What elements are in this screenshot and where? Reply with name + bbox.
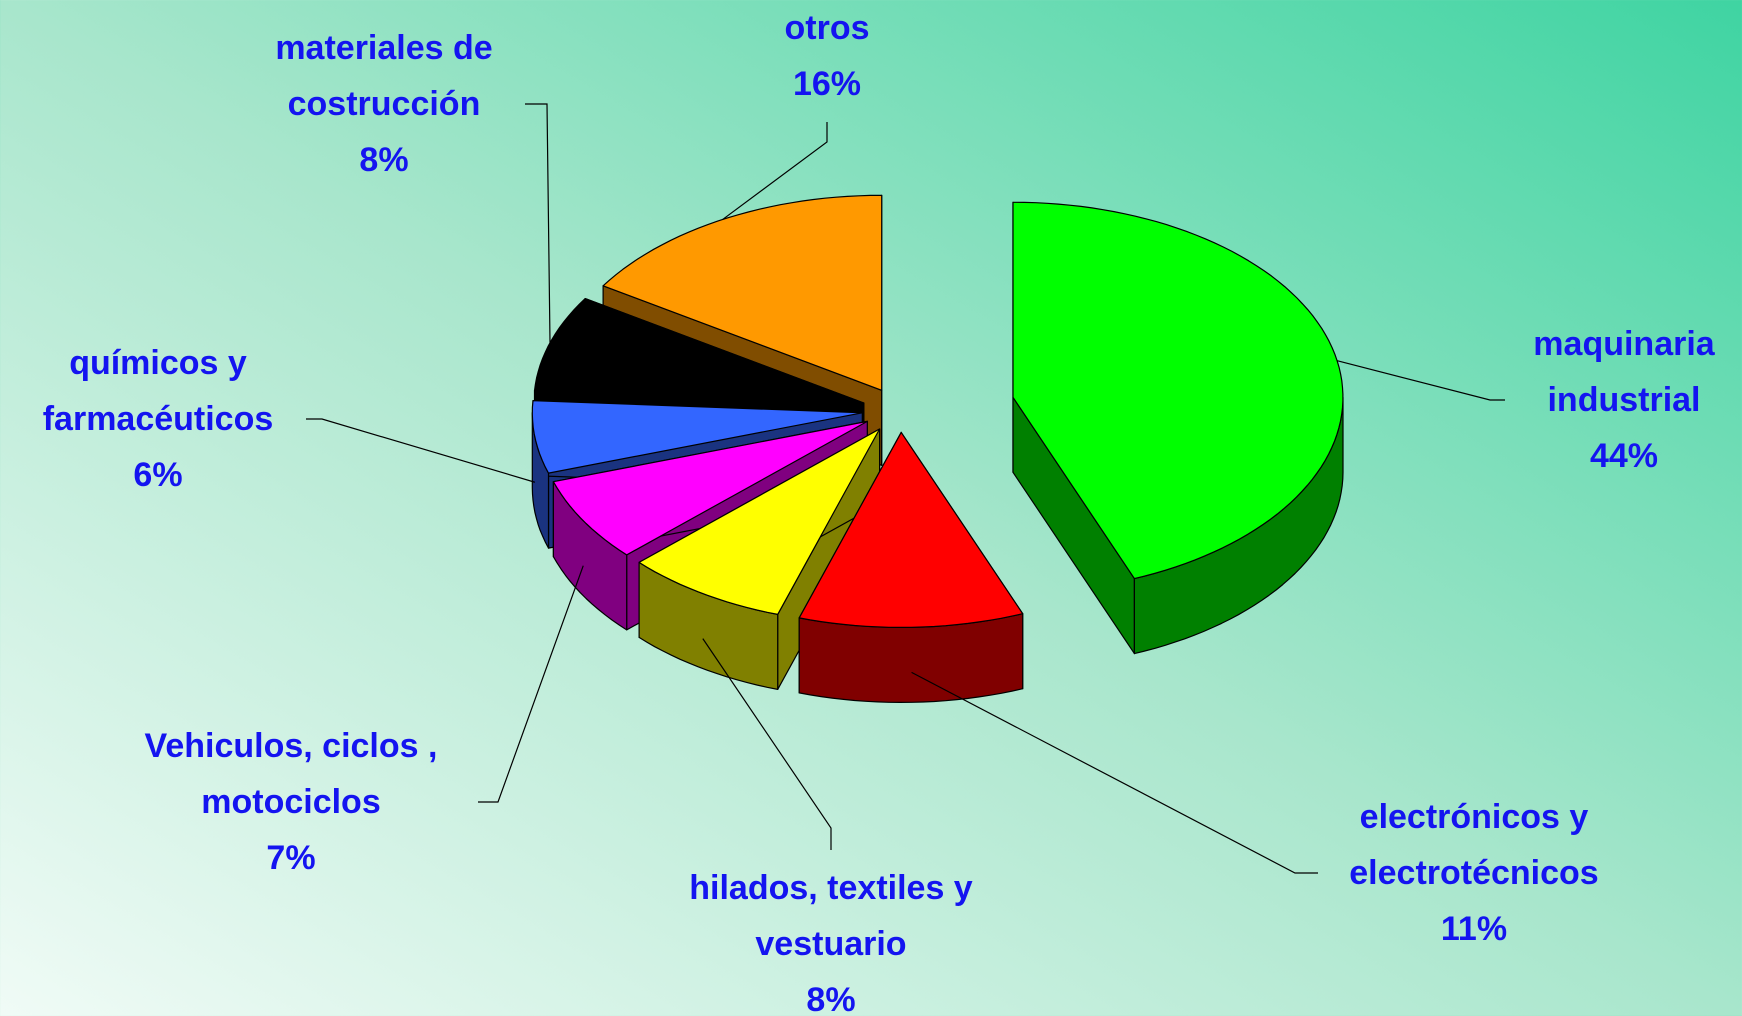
slice-label: maquinaria industrial 44% bbox=[1533, 316, 1714, 484]
slice-label: hilados, textiles y vestuario 8% bbox=[689, 860, 972, 1016]
value-label: 8% bbox=[806, 981, 856, 1016]
category-name: químicos y farmacéuticos bbox=[42, 344, 274, 438]
value-label: 44% bbox=[1589, 437, 1659, 475]
slice-label: materiales de costrucción 8% bbox=[275, 20, 492, 188]
category-name: materiales de costrucción bbox=[275, 29, 493, 123]
pie-slice bbox=[1012, 201, 1344, 655]
category-name: hilados, textiles y vestuario bbox=[689, 869, 973, 963]
slice-top bbox=[638, 428, 881, 615]
slice-top bbox=[531, 400, 863, 474]
slice-label: químicos y farmacéuticos 6% bbox=[43, 335, 274, 503]
category-name: Vehiculos, ciclos , motociclos bbox=[144, 727, 438, 821]
category-name: maquinaria industrial bbox=[1533, 325, 1715, 419]
leader-line bbox=[525, 103, 551, 343]
leader-line bbox=[1336, 360, 1505, 401]
value-label: 16% bbox=[792, 65, 862, 103]
value-label: 7% bbox=[266, 839, 316, 877]
slice-label: electrónicos y electrotécnicos 11% bbox=[1349, 789, 1598, 957]
pie-slice bbox=[798, 431, 1024, 703]
leader-line bbox=[478, 565, 584, 803]
slice-label: Vehiculos, ciclos , motociclos 7% bbox=[145, 718, 438, 886]
leader-line bbox=[911, 671, 1318, 874]
value-label: 6% bbox=[133, 456, 183, 494]
category-name: electrónicos y electrotécnicos bbox=[1349, 798, 1599, 892]
slice-label: otros 16% bbox=[785, 0, 870, 112]
leader-line bbox=[722, 122, 828, 220]
slice-top bbox=[798, 431, 1024, 628]
leader-line bbox=[702, 638, 832, 850]
category-name: otros bbox=[784, 9, 870, 47]
slice-top bbox=[1012, 201, 1344, 580]
slice-top bbox=[552, 420, 868, 556]
leader-line bbox=[306, 418, 536, 483]
value-label: 8% bbox=[359, 141, 409, 179]
pie-slice bbox=[638, 428, 881, 690]
value-label: 11% bbox=[1440, 910, 1508, 948]
